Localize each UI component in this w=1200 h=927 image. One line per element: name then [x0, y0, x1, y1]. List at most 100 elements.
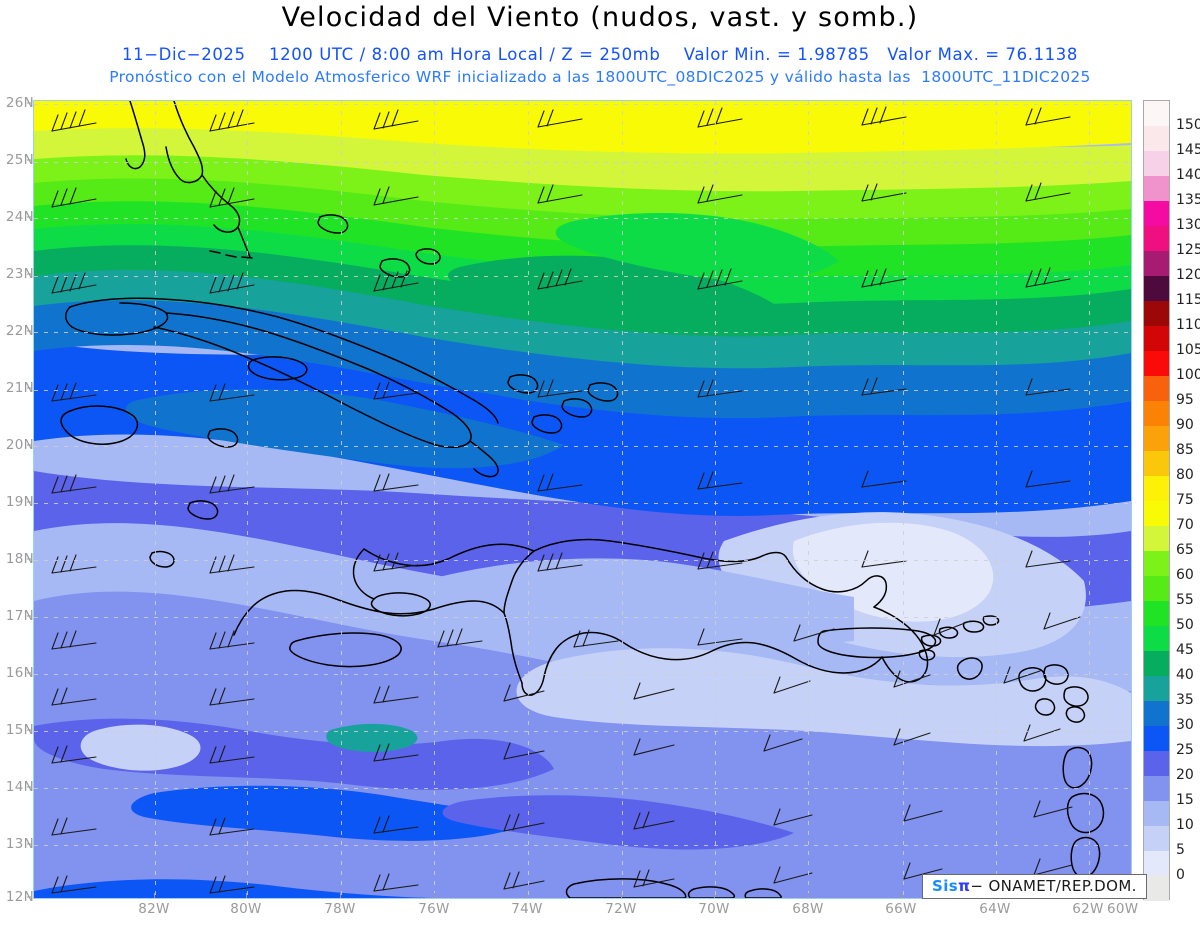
y-tick-19n: 19N [5, 494, 34, 510]
y-tick-24n: 24N [5, 209, 34, 225]
colorbar-label-125: 125 [1176, 242, 1200, 258]
y-tick-17n: 17N [5, 608, 34, 624]
colorbar-band-40 [1144, 676, 1169, 701]
colorbar-band-55 [1144, 601, 1169, 626]
attribution-logo: Sisπ− ONAMET/REP.DOM. [922, 874, 1147, 899]
y-tick-13n: 13N [5, 836, 34, 852]
y-tickmark-17n [27, 615, 31, 617]
x-tick-78w: 78W [324, 901, 356, 917]
colorbar-label-130: 130 [1176, 217, 1200, 233]
y-tickmark-19n [27, 501, 31, 503]
y-tick-18n: 18N [5, 551, 34, 567]
x-tick-62w: 62W [1072, 901, 1104, 917]
y-tickmark-16n [27, 672, 31, 674]
y-tick-20n: 20N [5, 437, 34, 453]
x-tickmark-80w [246, 893, 247, 898]
x-tick-70w: 70W [698, 901, 730, 917]
colorbar-label-10: 10 [1176, 817, 1194, 833]
x-tick-68w: 68W [792, 901, 824, 917]
x-tickmark-74w [527, 893, 528, 898]
colorbar-label-115: 115 [1176, 292, 1200, 308]
x-tickmark-68w [808, 893, 809, 898]
colorbar-label-75: 75 [1176, 492, 1194, 508]
colorbar-label-55: 55 [1176, 592, 1194, 608]
colorbar-band-50 [1144, 626, 1169, 651]
x-tickmark-78w [340, 893, 341, 898]
x-tick-64w: 64W [979, 901, 1011, 917]
y-tick-16n: 16N [5, 665, 34, 681]
y-tickmark-25n [27, 159, 31, 161]
colorbar-label-145: 145 [1176, 142, 1200, 158]
colorbar-label-140: 140 [1176, 167, 1200, 183]
logo-pi-icon: π [958, 877, 971, 895]
y-tick-26n: 26N [5, 95, 34, 111]
y-tickmark-24n [27, 216, 31, 218]
colorbar-label-85: 85 [1176, 442, 1194, 458]
colorbar-band-75 [1144, 501, 1169, 526]
header-block: Velocidad del Viento (nudos, vast. y som… [0, 0, 1200, 95]
page-title: Velocidad del Viento (nudos, vast. y som… [281, 2, 919, 33]
y-tickmark-13n [27, 843, 31, 845]
y-tickmark-21n [27, 387, 31, 389]
colorbar-band-125 [1144, 251, 1169, 276]
colorbar-label-80: 80 [1176, 467, 1194, 483]
colorbar-band-20 [1144, 776, 1169, 801]
colorbar-band-130 [1144, 226, 1169, 251]
colorbar-band-140 [1144, 176, 1169, 201]
x-tickmark-82w [154, 893, 155, 898]
x-tick-76w: 76W [418, 901, 450, 917]
colorbar-label-5: 5 [1176, 842, 1185, 858]
colorbar-band-65 [1144, 551, 1169, 576]
colorbar-band-95 [1144, 401, 1169, 426]
x-tickmark-66w [901, 893, 902, 898]
colorbar-band-0 [1144, 876, 1169, 901]
x-tickmark-76w [434, 893, 435, 898]
y-tickmark-12n [27, 896, 31, 898]
colorbar-label-135: 135 [1176, 192, 1200, 208]
colorbar-band-135 [1144, 201, 1169, 226]
colorbar-band-110 [1144, 326, 1169, 351]
wind-speed-shading [34, 101, 1131, 898]
colorbar-label-0: 0 [1176, 867, 1185, 883]
colorbar-label-150: 150 [1176, 117, 1200, 133]
colorbar-band-45 [1144, 651, 1169, 676]
y-tick-23n: 23N [5, 266, 34, 282]
colorbar-band-25 [1144, 751, 1169, 776]
colorbar-band-145 [1144, 151, 1169, 176]
colorbar-band-30 [1144, 726, 1169, 751]
colorbar-band-10 [1144, 826, 1169, 851]
colorbar-label-35: 35 [1176, 692, 1194, 708]
colorbar-band-90 [1144, 426, 1169, 451]
map-plot-area[interactable] [33, 100, 1132, 899]
colorbar-band-120 [1144, 276, 1169, 301]
y-tickmark-15n [27, 729, 31, 731]
colorbar[interactable] [1143, 100, 1170, 901]
x-tick-80w: 80W [230, 901, 262, 917]
colorbar-label-100: 100 [1176, 367, 1200, 383]
colorbar-band-85 [1144, 451, 1169, 476]
colorbar-label-105: 105 [1176, 342, 1200, 358]
colorbar-label-40: 40 [1176, 667, 1194, 683]
colorbar-band-100 [1144, 376, 1169, 401]
colorbar-band-35 [1144, 701, 1169, 726]
x-tick-60w: 60W [1106, 901, 1139, 917]
colorbar-label-45: 45 [1176, 642, 1194, 658]
logo-sis-text: Sis [932, 877, 959, 895]
y-tickmark-18n [27, 558, 31, 560]
colorbar-label-20: 20 [1176, 767, 1194, 783]
y-tickmark-23n [27, 273, 31, 275]
colorbar-band-15 [1144, 801, 1169, 826]
colorbar-band-150 [1144, 126, 1169, 151]
y-tick-15n: 15N [5, 722, 34, 738]
x-tick-66w: 66W [885, 901, 917, 917]
colorbar-label-95: 95 [1176, 392, 1194, 408]
x-tick-82w: 82W [138, 901, 170, 917]
colorbar-band-155 [1144, 101, 1169, 126]
colorbar-label-65: 65 [1176, 542, 1194, 558]
colorbar-band-115 [1144, 301, 1169, 326]
x-tick-74w: 74W [511, 901, 543, 917]
colorbar-label-70: 70 [1176, 517, 1194, 533]
x-tick-72w: 72W [605, 901, 637, 917]
subtitle-valid-time: 11−Dic−2025 1200 UTC / 8:00 am Hora Loca… [122, 45, 1078, 64]
colorbar-label-50: 50 [1176, 617, 1194, 633]
